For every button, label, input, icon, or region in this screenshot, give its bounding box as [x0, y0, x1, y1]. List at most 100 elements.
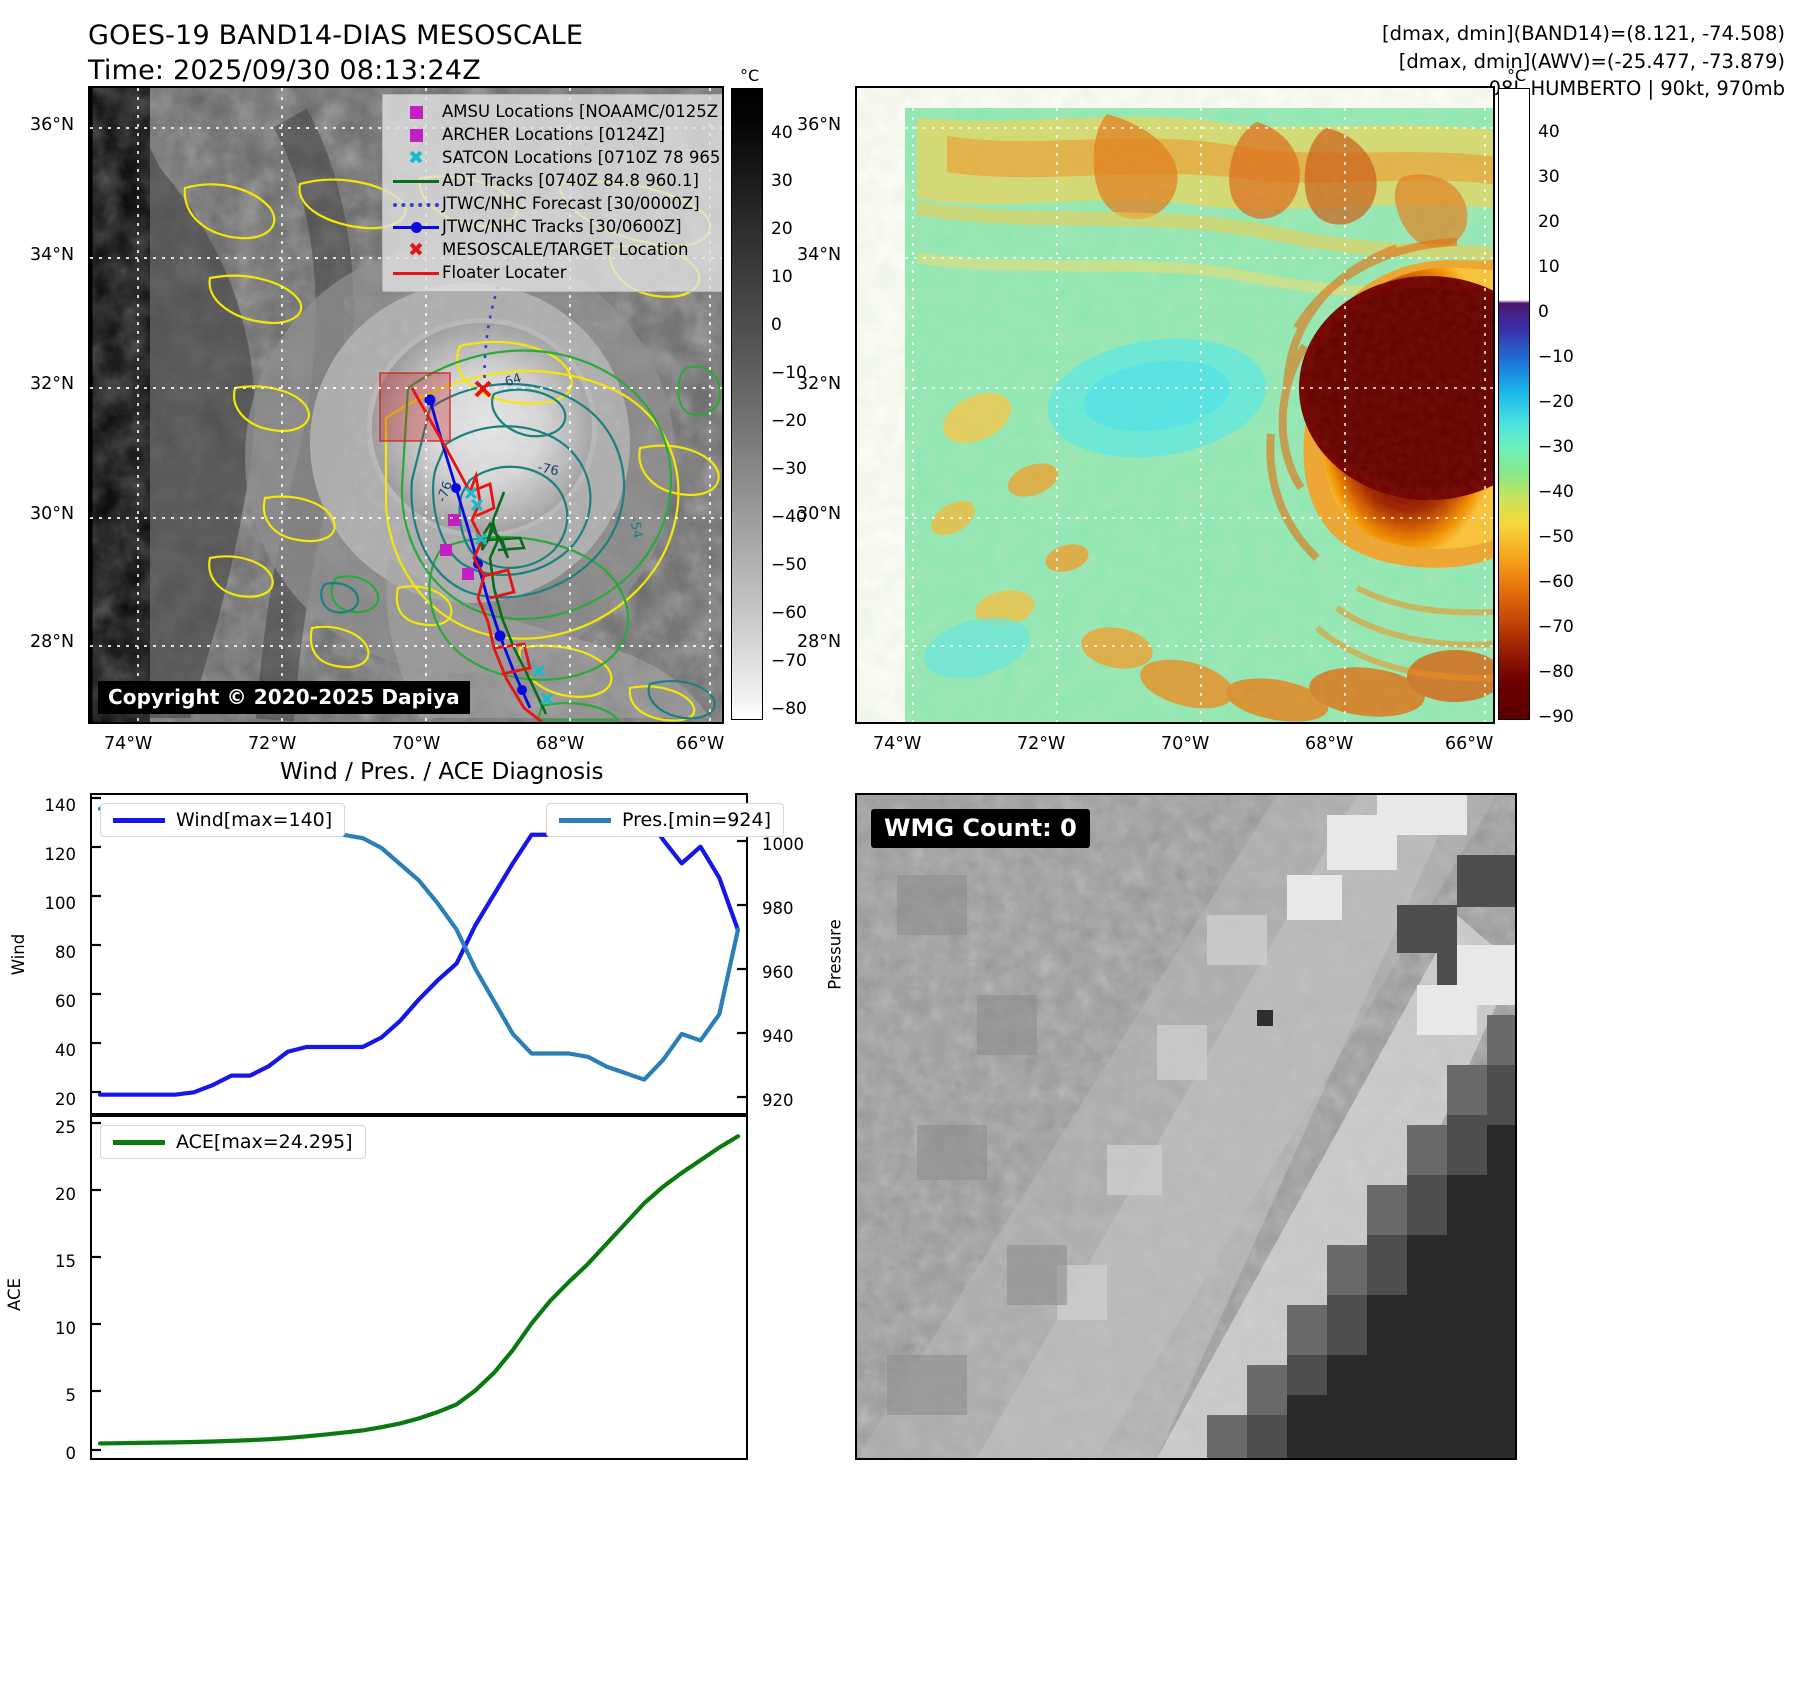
awv-colorbar-ticks: 40 30 20 10 0 −10 −20 −30 −40 −50 −60 −7…	[1498, 88, 1578, 727]
wind-pressure-plot[interactable]	[90, 793, 748, 1115]
pressure-axis-label: Pressure	[825, 919, 845, 990]
awv-lon-tick-74W: 74°W	[873, 734, 922, 754]
wmg-count-badge: WMG Count: 0	[871, 809, 1090, 848]
awv-lon-tick-66W: 66°W	[1445, 734, 1494, 754]
wind-legend[interactable]: Wind[max=140]	[100, 803, 346, 837]
ace-legend-swatch	[113, 1139, 165, 1145]
page-title-line1: GOES-19 BAND14-DIAS MESOSCALE	[88, 20, 584, 51]
wmg-panel[interactable]: WMG Count: 0	[855, 793, 1517, 1460]
ir-cbtick-20: 20	[771, 219, 793, 239]
ace-tick-25: 25	[55, 1118, 76, 1137]
line-icon	[390, 180, 442, 183]
legend-label-amsu: AMSU Locations [NOAAMC/0125Z 91 968]	[442, 102, 722, 122]
pressure-legend-label: Pres.[min=924]	[622, 809, 771, 831]
ir-colorbar	[731, 88, 763, 720]
line-with-marker-icon	[390, 222, 442, 233]
svg-text:-64: -64	[499, 371, 524, 392]
ace-axis-ticks: 25 20 15 10 5 0	[0, 1115, 90, 1463]
stats-awv: [dmax, dmin](AWV)=(-25.477, -73.879)	[1398, 49, 1785, 73]
ace-axis-label: ACE	[4, 1278, 24, 1311]
legend-label-archer: ARCHER Locations [0124Z]	[442, 125, 665, 145]
ace-tick-5: 5	[65, 1386, 77, 1405]
legend-item-archer[interactable]: ARCHER Locations [0124Z]	[390, 124, 720, 147]
legend-item-amsu[interactable]: AMSU Locations [NOAAMC/0125Z 91 968]	[390, 101, 722, 124]
diagnosis-title: Wind / Pres. / ACE Diagnosis	[280, 759, 604, 785]
cross-icon: ✖	[408, 147, 424, 169]
ace-legend[interactable]: ACE[max=24.295]	[100, 1125, 366, 1159]
wind-legend-label: Wind[max=140]	[176, 809, 333, 831]
pres-tick-960: 960	[762, 963, 794, 982]
awv-lon-tick-70W: 70°W	[1161, 734, 1210, 754]
ir-cbtick-m50: −50	[771, 555, 807, 575]
awv-lon-tick-68W: 68°W	[1305, 734, 1354, 754]
awv-cbtick-10: 10	[1538, 257, 1560, 277]
ir-map-legend[interactable]: AMSU Locations [NOAAMC/0125Z 91 968] ARC…	[382, 94, 722, 292]
copyright-badge: Copyright © 2020-2025 Dapiya	[98, 681, 470, 714]
ir-cbtick-m60: −60	[771, 603, 807, 623]
square-icon	[390, 129, 442, 142]
ir-colorbar-ticks: 40 30 20 10 0 −10 −20 −30 −40 −50 −60 −7…	[731, 88, 811, 720]
awv-cbtick-m40: −40	[1538, 482, 1574, 502]
pres-tick-1000: 1000	[762, 835, 804, 854]
awv-cbtick-20: 20	[1538, 212, 1560, 232]
wind-tick-120: 120	[44, 845, 77, 864]
ir-lon-tick-68W: 68°W	[536, 734, 585, 754]
awv-cbtick-m50: −50	[1538, 527, 1574, 547]
wind-legend-swatch	[113, 817, 165, 823]
svg-text:-76: -76	[435, 479, 456, 504]
ir-map-panel[interactable]: -64 -76 -76 -54	[88, 86, 724, 724]
pressure-axis-ticks: 1000 980 960 940 920	[748, 793, 848, 1115]
ir-lon-tick-74W: 74°W	[104, 734, 153, 754]
awv-cbtick-m90: −90	[1538, 707, 1574, 727]
ir-cbtick-m20: −20	[771, 411, 807, 431]
ace-tick-0: 0	[65, 1444, 77, 1463]
pres-tick-940: 940	[762, 1027, 794, 1046]
ir-lat-tick-30N: 30°N	[30, 504, 75, 524]
header-stats: [dmax, dmin](BAND14)=(8.121, -74.508) [d…	[1145, 20, 1785, 103]
awv-colorbar-title: °C	[1507, 66, 1527, 85]
wind-tick-60: 60	[55, 992, 76, 1011]
awv-cbtick-m30: −30	[1538, 437, 1574, 457]
wind-tick-140: 140	[44, 796, 77, 815]
ace-tick-10: 10	[55, 1319, 76, 1338]
pres-tick-920: 920	[762, 1091, 794, 1110]
ace-tick-15: 15	[55, 1252, 76, 1271]
pressure-legend[interactable]: Pres.[min=924]	[546, 803, 784, 837]
wind-tick-40: 40	[55, 1041, 76, 1060]
awv-colorbar	[1498, 88, 1530, 720]
awv-lat-tick-36N: 36°N	[797, 115, 842, 135]
awv-map-panel[interactable]	[855, 86, 1495, 724]
ir-cbtick-0: 0	[771, 315, 782, 335]
awv-cbtick-m10: −10	[1538, 347, 1574, 367]
legend-item-satcon[interactable]: ✖ SATCON Locations [0710Z 78 965]	[390, 147, 722, 170]
wind-axis-ticks: 140 120 100 80 60 40 20	[0, 793, 90, 1115]
legend-item-floater[interactable]: Floater Locater	[390, 262, 720, 285]
wind-pressure-series	[92, 796, 746, 1099]
legend-item-forecast[interactable]: JTWC/NHC Forecast [30/0000Z]	[390, 193, 720, 216]
awv-lat-tick-30N: 30°N	[797, 504, 842, 524]
awv-cbtick-m20: −20	[1538, 392, 1574, 412]
ace-series	[92, 1121, 741, 1452]
ace-legend-label: ACE[max=24.295]	[176, 1131, 353, 1153]
ir-lat-tick-28N: 28°N	[30, 632, 75, 652]
wind-axis-label: Wind	[9, 933, 29, 976]
ir-lat-tick-34N: 34°N	[30, 245, 75, 265]
legend-label-forecast: JTWC/NHC Forecast [30/0000Z]	[442, 194, 700, 214]
wind-tick-80: 80	[55, 943, 76, 962]
ir-cbtick-m10: −10	[771, 363, 807, 383]
legend-label-tracks: JTWC/NHC Tracks [30/0600Z]	[442, 217, 682, 237]
stats-band14: [dmax, dmin](BAND14)=(8.121, -74.508)	[1381, 22, 1785, 45]
awv-cbtick-30: 30	[1538, 167, 1560, 187]
legend-item-tracks[interactable]: JTWC/NHC Tracks [30/0600Z]	[390, 216, 720, 239]
awv-cbtick-m60: −60	[1538, 572, 1574, 592]
ace-plot[interactable]	[90, 1115, 748, 1460]
legend-label-mesoscale: MESOSCALE/TARGET Location	[442, 240, 689, 260]
legend-item-mesoscale[interactable]: ✖ MESOSCALE/TARGET Location	[390, 239, 720, 262]
legend-item-adt[interactable]: ADT Tracks [0740Z 84.8 960.1]	[390, 170, 720, 193]
pres-tick-980: 980	[762, 899, 794, 918]
cross-icon: ✖	[408, 239, 424, 261]
awv-cbtick-m70: −70	[1538, 617, 1574, 637]
page-title-line2: Time: 2025/09/30 08:13:24Z	[88, 55, 481, 87]
ir-colorbar-title: °C	[740, 66, 760, 85]
wmg-image	[857, 795, 1515, 1458]
